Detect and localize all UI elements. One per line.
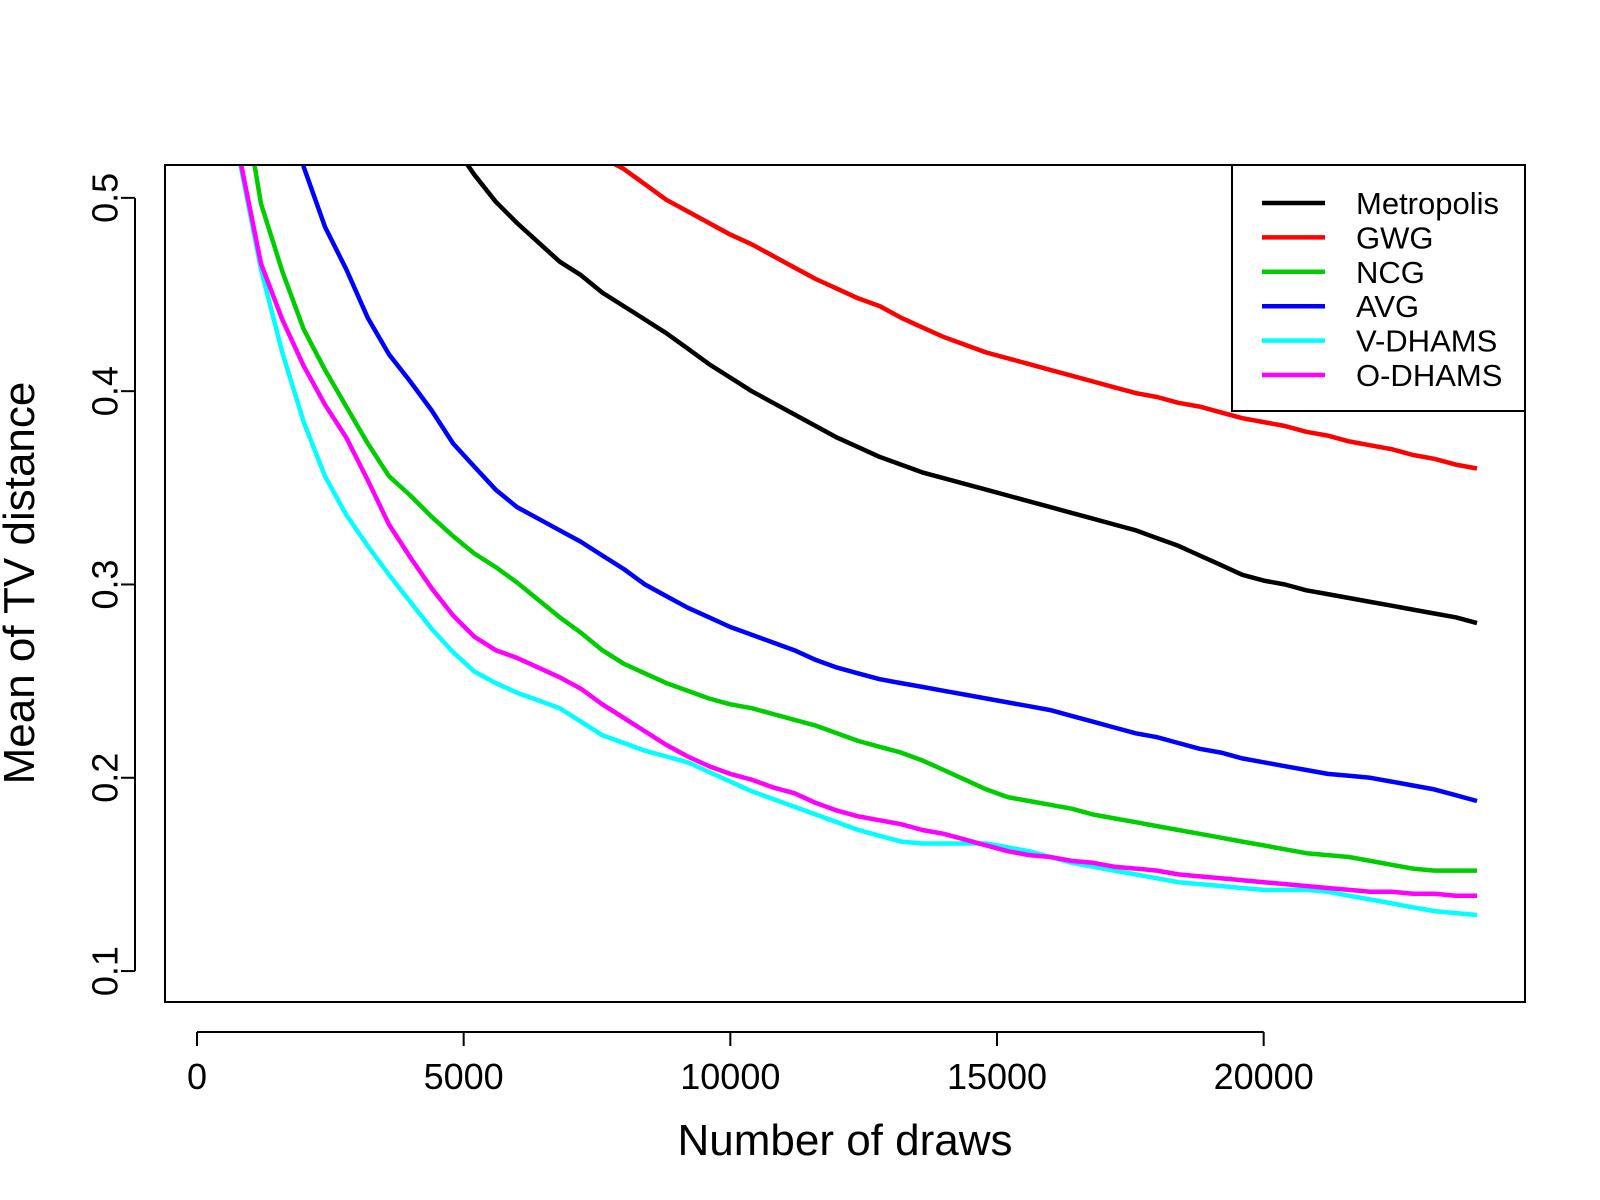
y-tick-label: 0.3 bbox=[85, 559, 126, 609]
x-tick-label: 20000 bbox=[1214, 1056, 1314, 1097]
y-axis-title: Mean of TV distance bbox=[0, 382, 44, 785]
y-axis: 0.1 0.2 0.3 0.4 0.5 bbox=[85, 173, 136, 996]
legend-box bbox=[1231, 164, 1526, 412]
y-tick-label: 0.5 bbox=[85, 173, 126, 223]
legend-label: GWG bbox=[1356, 220, 1434, 255]
series-line-o-dhams bbox=[238, 165, 1477, 898]
legend-label: NCG bbox=[1356, 255, 1425, 290]
y-tick-label: 0.2 bbox=[85, 753, 126, 803]
x-tick-label: 10000 bbox=[680, 1056, 780, 1097]
x-tick-label: 0 bbox=[187, 1056, 207, 1097]
series-line-avg bbox=[300, 165, 1478, 804]
series-line-gwg bbox=[611, 165, 1478, 471]
x-axis: 0 5000 10000 15000 20000 bbox=[187, 1031, 1314, 1097]
series-line-v-dhams bbox=[238, 165, 1478, 918]
series-line-ncg bbox=[252, 165, 1477, 873]
legend-label: V-DHAMS bbox=[1356, 324, 1497, 359]
legend-label: Metropolis bbox=[1356, 186, 1499, 221]
y-tick-label: 0.4 bbox=[85, 366, 126, 416]
legend-label: O-DHAMS bbox=[1356, 358, 1502, 393]
x-axis-title: Number of draws bbox=[677, 1116, 1012, 1165]
plot-frame bbox=[164, 164, 1526, 1003]
x-tick-label: 5000 bbox=[424, 1056, 504, 1097]
legend-label: AVG bbox=[1356, 289, 1419, 324]
series-line-metropolis bbox=[464, 165, 1478, 626]
y-tick-label: 0.1 bbox=[85, 946, 126, 996]
x-tick-label: 15000 bbox=[947, 1056, 1047, 1097]
series-layer bbox=[238, 165, 1478, 918]
